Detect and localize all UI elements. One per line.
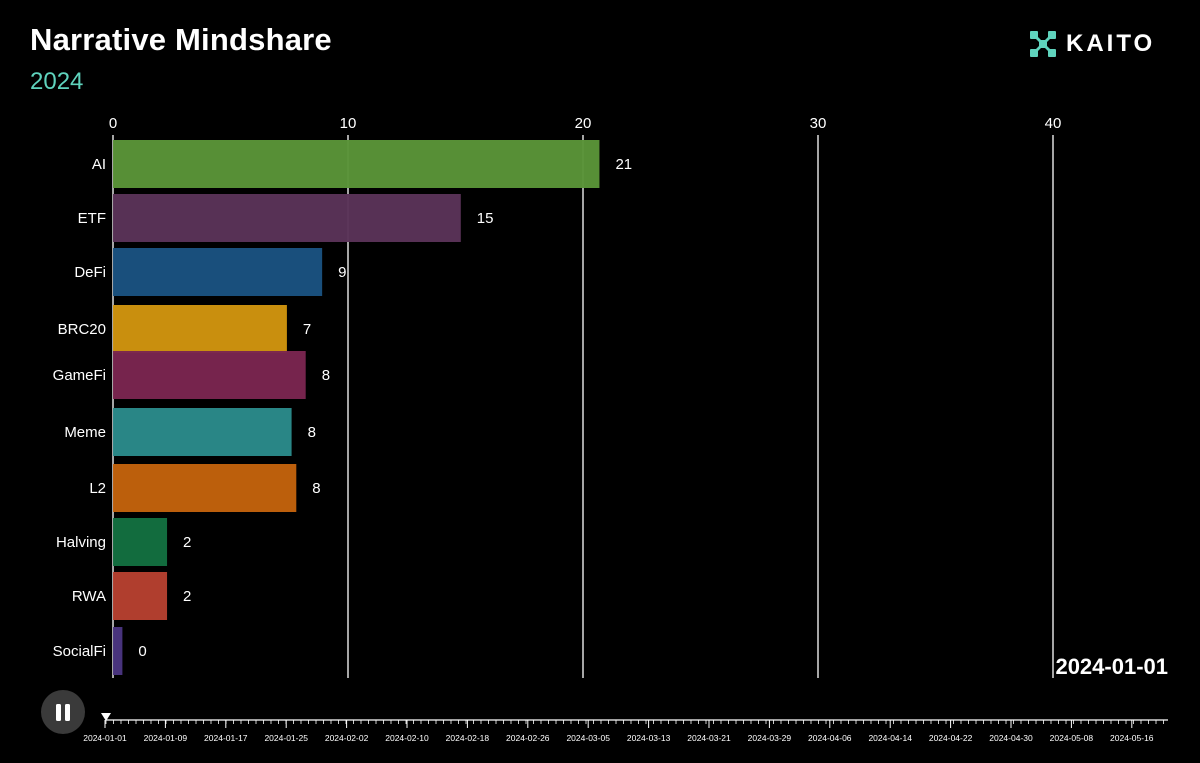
category-label: AI [92, 156, 106, 173]
timeline-date-label: 2024-02-26 [506, 733, 550, 743]
bar [113, 627, 123, 675]
timeline-date-label: 2024-04-06 [808, 733, 852, 743]
value-label: 9 [338, 264, 346, 281]
value-label: 2 [183, 588, 191, 605]
chart-subtitle: 2024 [30, 68, 84, 95]
timeline-date-label: 2024-05-08 [1050, 733, 1094, 743]
bar [113, 194, 461, 242]
bar [113, 305, 287, 353]
value-label: 8 [308, 424, 316, 441]
value-label: 8 [322, 367, 330, 384]
x-tick-label: 20 [575, 115, 592, 132]
timeline-date-label: 2024-04-30 [989, 733, 1033, 743]
x-tick-label: 40 [1045, 115, 1062, 132]
timeline-marker-icon[interactable] [101, 713, 111, 721]
kaito-logo: KAITO [1030, 30, 1155, 58]
pause-icon [56, 703, 61, 721]
value-label: 21 [615, 156, 632, 173]
kaito-logo-icon [1030, 31, 1056, 57]
bars: AI 21 ETF 15 DeFi 9 BRC20 7 GameFi 8 Meme 8 L2 8 Halvi… [53, 140, 632, 675]
bar [113, 408, 292, 456]
timeline-date-label: 2024-03-05 [566, 733, 610, 743]
value-label: 8 [312, 480, 320, 497]
timeline-axis[interactable]: 2024-01-01 2024-01-09 2024-01-17 2024-01-25… [83, 713, 1168, 743]
x-tick-label: 30 [810, 115, 827, 132]
category-label: GameFi [53, 367, 106, 384]
timeline-date-label: 2024-02-18 [446, 733, 490, 743]
timeline-date-label: 2024-01-17 [204, 733, 248, 743]
value-label: 7 [303, 321, 311, 338]
timeline-date-label: 2024-03-13 [627, 733, 671, 743]
value-label: 0 [138, 643, 146, 660]
category-label: DeFi [74, 264, 106, 281]
timeline-date-label: 2024-03-29 [748, 733, 792, 743]
value-label: 15 [477, 210, 494, 227]
timeline-date-label: 2024-04-14 [868, 733, 912, 743]
logo-text: KAITO [1066, 30, 1156, 57]
timeline-date-label: 2024-02-02 [325, 733, 369, 743]
category-label: Halving [56, 534, 106, 551]
value-label: 2 [183, 534, 191, 551]
bar [113, 464, 297, 512]
bar [113, 351, 306, 399]
category-label: ETF [78, 210, 106, 227]
timeline-date-label: 2024-05-16 [1110, 733, 1154, 743]
pause-button[interactable] [41, 690, 85, 734]
timeline-date-label: 2024-01-01 [83, 733, 127, 743]
category-label: BRC20 [58, 321, 106, 338]
pause-icon [65, 703, 70, 721]
category-label: L2 [89, 480, 106, 497]
category-label: SocialFi [53, 643, 106, 660]
chart-title: Narrative Mindshare [30, 22, 332, 57]
category-label: Meme [64, 424, 106, 441]
timeline-date-label: 2024-01-25 [264, 733, 308, 743]
bar [113, 518, 168, 566]
x-tick-label: 0 [109, 115, 117, 132]
category-label: RWA [72, 588, 106, 605]
timeline-date-label: 2024-02-10 [385, 733, 429, 743]
timeline-date-label: 2024-01-09 [144, 733, 188, 743]
bar [113, 248, 323, 296]
timeline-date-label: 2024-03-21 [687, 733, 731, 743]
bar [113, 572, 168, 620]
bar [113, 140, 600, 188]
x-tick-label: 10 [340, 115, 357, 132]
timeline-date-label: 2024-04-22 [929, 733, 973, 743]
current-date-label: 2024-01-01 [1055, 654, 1168, 679]
